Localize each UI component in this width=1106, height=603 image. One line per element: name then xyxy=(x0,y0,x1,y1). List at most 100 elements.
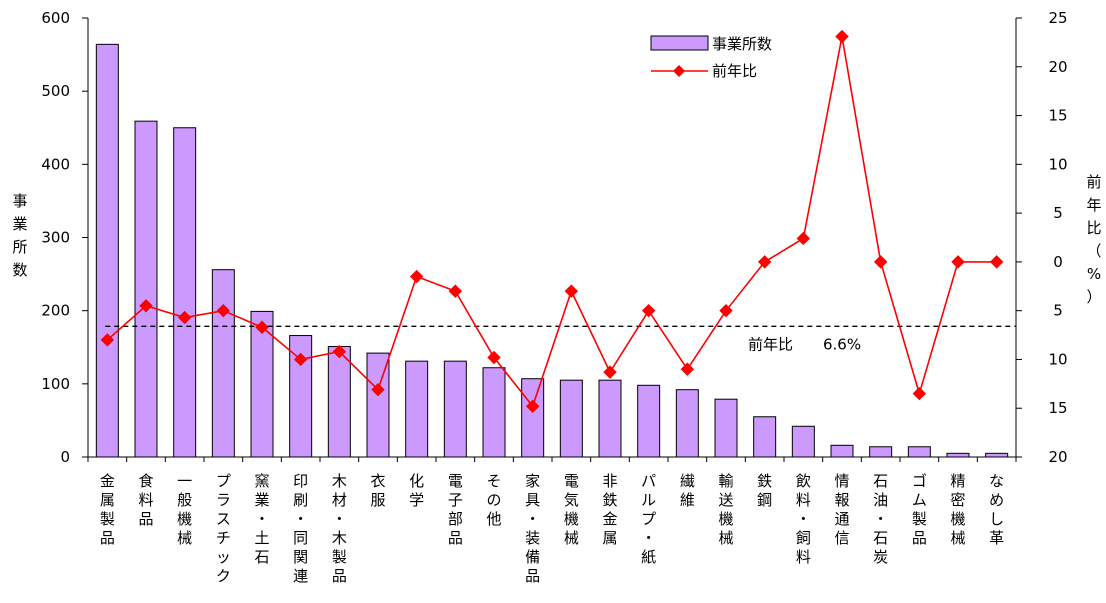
right-tick-label: 10 xyxy=(1048,350,1067,368)
category-labels: 金属製品 食料品 一般機械 プラスチック 窯業・土石 印刷・同関連 木材・木製品 衣服化学電子… xyxy=(100,472,1004,585)
left-tick-label: 200 xyxy=(41,302,70,320)
bar xyxy=(134,120,158,458)
bar xyxy=(753,416,777,458)
right-tick-label: 25 xyxy=(1048,9,1067,27)
yoy-line-group xyxy=(100,29,1004,413)
bar xyxy=(173,127,197,458)
bar xyxy=(443,360,467,458)
right-tick-label: 0 xyxy=(1053,253,1063,271)
category-label: 飲料・飼料 xyxy=(796,472,811,566)
category-label: 窯業・土石 xyxy=(254,472,269,566)
yoy-line xyxy=(106,36,997,408)
category-label: パルプ・紙 xyxy=(641,472,656,566)
right-tick-label: 20 xyxy=(1048,448,1067,466)
yoy-point xyxy=(757,255,772,269)
yoy-point xyxy=(525,399,540,413)
category-label: 鉄鋼 xyxy=(757,472,772,509)
bar xyxy=(598,379,622,458)
right-tick-label: 5 xyxy=(1053,204,1063,222)
category-label: 電子部品 xyxy=(448,472,463,547)
category-label: 食料品 xyxy=(138,472,153,528)
legend-label-bars: 事業所数 xyxy=(712,35,772,53)
yoy-point xyxy=(951,255,965,269)
bar xyxy=(366,352,390,458)
bar xyxy=(482,367,506,458)
bar xyxy=(946,452,970,458)
category-label: 輸送機械 xyxy=(718,472,733,547)
category-label: ゴム製品 xyxy=(912,472,927,547)
category-label: 印刷・同関連 xyxy=(293,472,308,585)
bar xyxy=(637,384,661,458)
yoy-point xyxy=(177,310,192,325)
bar xyxy=(559,379,583,458)
yoy-point xyxy=(487,350,501,365)
category-label: 衣服 xyxy=(370,472,385,509)
yoy-point xyxy=(641,303,656,318)
legend-line-marker xyxy=(673,65,685,77)
yoy-point xyxy=(603,365,617,379)
left-tick-label: 600 xyxy=(41,9,70,27)
bar xyxy=(327,346,351,458)
yoy-point xyxy=(371,382,385,397)
left-tick-label: 500 xyxy=(41,82,70,100)
right-tick-label: 10 xyxy=(1048,155,1067,173)
legend-bar-swatch xyxy=(650,35,709,51)
yoy-point xyxy=(719,303,733,318)
reference-line-value: 6.6% xyxy=(823,335,861,353)
yoy-point xyxy=(835,29,849,44)
yoy-point xyxy=(293,352,308,367)
bar xyxy=(830,444,854,458)
bars xyxy=(95,43,1009,458)
right-tick-label: 15 xyxy=(1048,107,1067,125)
category-label: 木材・木製品 xyxy=(332,472,347,585)
bar xyxy=(985,452,1009,458)
category-label: その他 xyxy=(486,472,501,528)
bar xyxy=(289,335,313,458)
bar xyxy=(250,310,274,458)
category-label: プラスチック xyxy=(216,472,231,585)
bar xyxy=(405,360,429,458)
category-label: 金属製品 xyxy=(100,472,115,547)
left-axis-ticks: 0 100 200 300 400 500 600 xyxy=(41,9,88,466)
left-axis-label: 事業所数 xyxy=(12,192,27,279)
bar xyxy=(675,389,699,458)
category-label: 石油・石炭 xyxy=(873,472,888,566)
axis-labels: 事業所数 前年比（%） xyxy=(12,173,1101,306)
reference-line-group: 前年比 6.6% xyxy=(105,325,1016,353)
bar xyxy=(869,446,893,458)
right-axis-ticks: 25 20 15 10 5 0 5 10 15 20 xyxy=(1016,9,1068,466)
right-tick-label: 15 xyxy=(1048,399,1067,417)
legend-label-line: 前年比 xyxy=(712,62,757,80)
category-label: 一般機械 xyxy=(177,472,192,547)
yoy-point xyxy=(139,299,153,313)
left-tick-label: 300 xyxy=(41,229,70,247)
yoy-point xyxy=(989,255,1004,269)
yoy-point xyxy=(100,333,115,347)
bar xyxy=(95,43,119,458)
category-label: 精密機械 xyxy=(950,472,965,547)
category-label: 化学 xyxy=(409,472,424,509)
yoy-point xyxy=(255,320,269,334)
yoy-point xyxy=(409,269,424,284)
category-label: 家具・装備品 xyxy=(525,472,540,585)
reference-line-label: 前年比 xyxy=(748,335,793,353)
left-tick-label: 0 xyxy=(60,448,70,466)
category-label: 非鉄金属 xyxy=(602,472,617,547)
yoy-point xyxy=(680,362,695,376)
yoy-point xyxy=(564,284,579,298)
bar xyxy=(211,269,235,458)
yoy-point xyxy=(448,284,463,298)
left-tick-label: 400 xyxy=(41,155,70,173)
yoy-point xyxy=(873,255,888,269)
right-tick-label: 5 xyxy=(1053,302,1063,320)
bar xyxy=(521,378,545,458)
right-axis-label: 前年比（%） xyxy=(1086,173,1101,306)
category-label: 電気機械 xyxy=(564,472,579,547)
category-label: 情報通信 xyxy=(834,472,849,547)
category-label: なめし革 xyxy=(989,472,1004,547)
right-tick-label: 20 xyxy=(1048,58,1067,76)
bar xyxy=(714,398,738,458)
left-tick-label: 100 xyxy=(41,375,70,393)
